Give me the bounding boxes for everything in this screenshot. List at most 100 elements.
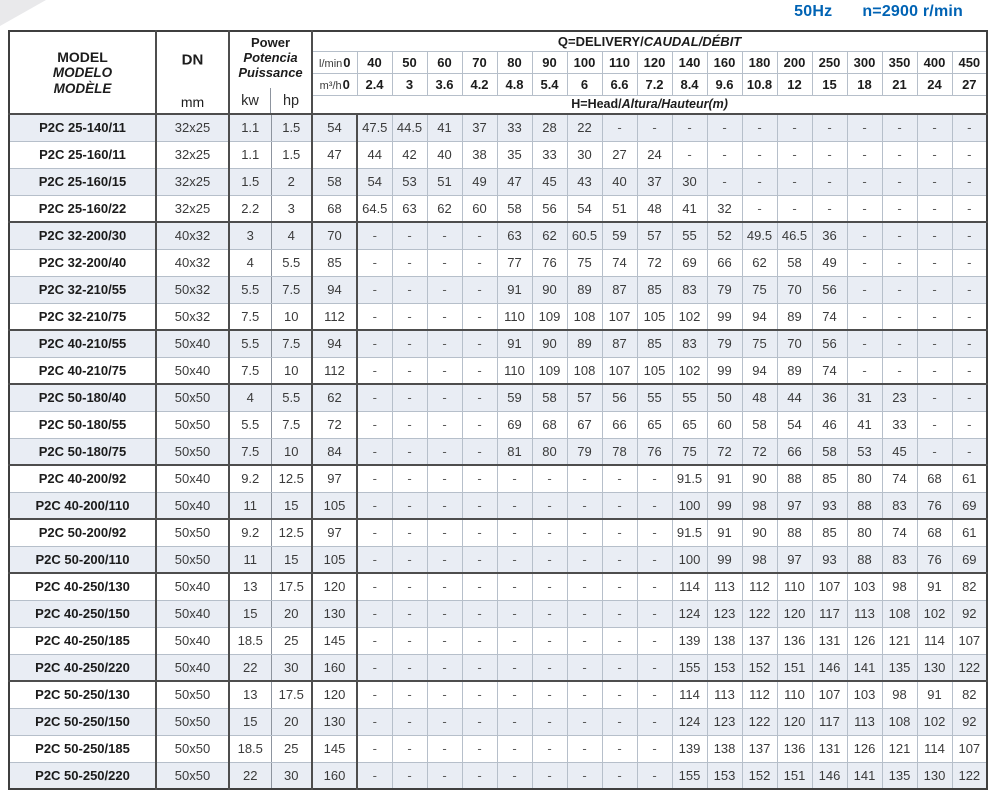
dn-cell: 32x25 — [155, 194, 230, 223]
head-cell: 130 — [916, 653, 953, 682]
head-cell: - — [566, 491, 603, 520]
head-cell: - — [356, 545, 393, 574]
flow-lmin-value: 120 — [636, 50, 673, 74]
head-cell: 79 — [706, 329, 743, 358]
power-header-en: Power — [251, 35, 291, 50]
head-cell: - — [461, 653, 498, 682]
power-header-es: Potencia — [243, 50, 298, 65]
flow-m3h-value: 9.6 — [706, 72, 743, 96]
head-cell: - — [881, 302, 918, 331]
head-cell: - — [391, 302, 428, 331]
hp-cell: 3 — [270, 194, 314, 223]
head-cell: 85 — [811, 518, 848, 547]
table-row: P2C 40-200/110 50x40 11 15 105- - - - - - - - -100 99… — [8, 491, 988, 520]
head-cell: - — [916, 410, 953, 439]
head-cell: 112 — [741, 680, 778, 709]
head-cell: - — [916, 302, 953, 331]
head-cell: - — [636, 707, 673, 736]
head-cell: 36 — [811, 221, 848, 250]
dn-cell: 50x40 — [155, 464, 230, 493]
dn-cell: 32x25 — [155, 140, 230, 169]
head-cell: 50 — [706, 383, 743, 412]
head-cell: 89 — [566, 275, 603, 304]
head-cell: - — [461, 464, 498, 493]
dn-cell: 50x40 — [155, 491, 230, 520]
flow-m3h-value: 21 — [881, 72, 918, 96]
head-cell: 60 — [706, 410, 743, 439]
head-cell: - — [916, 437, 953, 466]
head-cell: 114 — [916, 734, 953, 763]
head-cell: 68 — [531, 410, 568, 439]
head-cell: 81 — [496, 437, 533, 466]
model-cell: P2C 32-210/55 — [8, 275, 157, 304]
head-cell: 114 — [671, 572, 708, 601]
model-cell: P2C 40-200/92 — [8, 464, 157, 493]
head-cell: 112 — [311, 356, 359, 385]
head-cell: - — [356, 734, 393, 763]
flow-m3h-value: 5.4 — [531, 72, 568, 96]
head-cell: 74 — [881, 464, 918, 493]
head-cell: 120 — [311, 572, 359, 601]
pump-performance-table: MODEL MODELO MODÈLE DN mm Power Potencia… — [8, 30, 989, 790]
head-cell: 75 — [566, 248, 603, 277]
head-cell: 48 — [636, 194, 673, 223]
head-cell: - — [391, 383, 428, 412]
head-cell: 94 — [741, 302, 778, 331]
model-cell: P2C 50-250/220 — [8, 761, 157, 790]
head-cell: 98 — [741, 545, 778, 574]
head-cell: 41 — [846, 410, 883, 439]
head-cell: 120 — [311, 680, 359, 709]
head-cell: 38 — [461, 140, 498, 169]
head-cell: 62 — [311, 383, 359, 412]
head-cell: 77 — [496, 248, 533, 277]
head-cell: 30 — [566, 140, 603, 169]
head-cell: - — [531, 626, 568, 655]
head-cell: - — [496, 761, 533, 790]
head-cell: 85 — [636, 275, 673, 304]
head-cell: - — [601, 734, 638, 763]
head-cell: - — [951, 437, 988, 466]
head-cell: - — [566, 707, 603, 736]
flow-lmin-value: 90 — [531, 50, 568, 74]
head-cell: - — [881, 275, 918, 304]
head-cell: 61 — [951, 518, 988, 547]
head-cell: - — [846, 113, 883, 142]
hp-cell: 20 — [270, 599, 314, 628]
head-cell: - — [776, 194, 813, 223]
head-cell: 69 — [671, 248, 708, 277]
head-cell: 107 — [951, 734, 988, 763]
head-cell: - — [461, 626, 498, 655]
head-cell: - — [426, 653, 463, 682]
head-cell: 72 — [636, 248, 673, 277]
flow-m3h-value: 8.4 — [671, 72, 708, 96]
head-cell: - — [496, 599, 533, 628]
head-cell: - — [601, 518, 638, 547]
head-cell: 74 — [601, 248, 638, 277]
head-cell: 131 — [811, 626, 848, 655]
head-cell: - — [496, 653, 533, 682]
head-cell: 75 — [741, 275, 778, 304]
head-cell: 151 — [776, 653, 813, 682]
head-cell: 120 — [776, 599, 813, 628]
hp-cell: 20 — [270, 707, 314, 736]
head-cell: - — [776, 113, 813, 142]
head-cell: - — [951, 356, 988, 385]
head-cell: 72 — [311, 410, 359, 439]
flow-lmin-value: 160 — [706, 50, 743, 74]
head-cell: 91 — [706, 518, 743, 547]
head-header: H=Head/Altura/Hauteur(m) — [311, 94, 988, 115]
head-cell: 113 — [846, 707, 883, 736]
head-cell: 66 — [706, 248, 743, 277]
dn-cell: 32x25 — [155, 113, 230, 142]
head-cell: - — [356, 707, 393, 736]
head-cell: - — [951, 383, 988, 412]
head-cell: 61 — [951, 464, 988, 493]
head-cell: 160 — [311, 761, 359, 790]
head-cell: 130 — [916, 761, 953, 790]
head-cell: 56 — [811, 329, 848, 358]
head-cell: 65 — [636, 410, 673, 439]
head-cell: 70 — [311, 221, 359, 250]
kw-cell: 5.5 — [228, 275, 272, 304]
head-cell: 49.5 — [741, 221, 778, 250]
head-cell: 107 — [601, 302, 638, 331]
